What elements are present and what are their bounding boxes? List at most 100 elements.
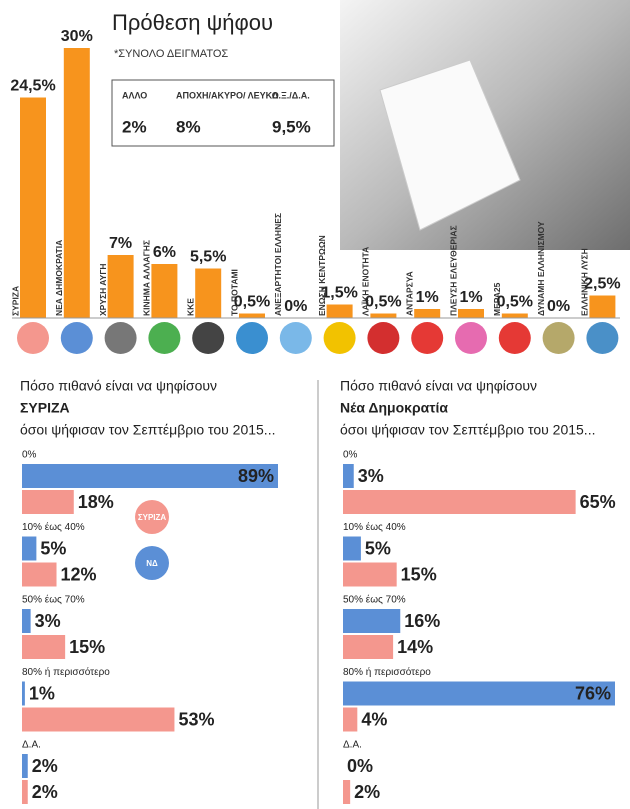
title-party: Νέα Δημοκρατία — [340, 400, 448, 416]
box-label: ΑΠΟΧΗ/ΑΚΥΡΟ/ ΛΕΥΚΟ — [176, 90, 279, 100]
category-label: 50% έως 70% — [343, 594, 406, 606]
category-label: ΚΙΝΗΜΑ ΑΛΛΑΓΗΣ — [142, 240, 152, 316]
value-label: 24,5% — [10, 78, 55, 95]
value-label: 30% — [61, 28, 93, 45]
party-logo — [104, 322, 137, 354]
party-logo — [17, 322, 49, 354]
bar — [22, 780, 28, 804]
party-logo — [455, 322, 487, 354]
category-label: ΧΡΥΣΗ ΑΥΓΗ — [98, 263, 108, 316]
bar — [458, 309, 484, 318]
bar — [22, 707, 175, 732]
bar — [343, 707, 358, 732]
value-label: 0% — [284, 298, 307, 315]
bar — [195, 268, 222, 318]
bar — [239, 313, 265, 318]
value-label: 1% — [29, 683, 55, 703]
category-label: ΔΥΝΑΜΗ ΕΛΛΗΝΙΣΜΟΥ — [536, 221, 546, 316]
category-label: 50% έως 70% — [22, 594, 85, 606]
bar — [343, 681, 615, 706]
category-label: ΠΛΕΥΣΗ ΕΛΕΥΘΕΡΙΑΣ — [448, 225, 458, 316]
bar — [343, 635, 394, 659]
title: Πόσο πιθανό είναι να ψηφίσουν — [20, 378, 217, 394]
value-label: 89% — [238, 466, 274, 486]
value-label: 3% — [358, 466, 384, 486]
bar — [107, 255, 134, 318]
bar — [501, 313, 528, 318]
party-logo — [148, 322, 181, 354]
party-logo — [586, 322, 619, 354]
title-party: ΣΥΡΙΖΑ — [20, 400, 70, 416]
legend-label: ΣΥΡΙΖΑ — [138, 513, 167, 522]
bar — [22, 464, 278, 488]
value-label: 16% — [404, 611, 440, 631]
category-label: ΤΟ ΠΟΤΑΜΙ — [229, 269, 239, 316]
value-label: 0,5% — [497, 294, 533, 311]
title: όσοι ψήφισαν τον Σεπτέμβριο του 2015... — [340, 422, 595, 438]
category-label: 10% έως 40% — [22, 521, 85, 533]
bar — [22, 754, 28, 778]
bar — [63, 48, 90, 318]
bar — [22, 536, 37, 561]
box-value: 2% — [122, 117, 147, 136]
value-label: 4% — [361, 709, 387, 729]
category-label: ΕΛΛΗΝΙΚΗ ΛΥΣΗ — [580, 248, 590, 316]
legend-icon — [135, 500, 169, 534]
category-label: ΣΥΡΙΖΑ — [10, 286, 20, 316]
party-logo — [498, 322, 531, 354]
category-label: 80% ή περισσότερο — [22, 666, 110, 678]
category-label: ΕΝΩΣΗ ΚΕΝΤΡΩΩΝ — [317, 235, 327, 316]
bar — [343, 536, 361, 561]
party-logo — [192, 322, 225, 354]
category-label: ΑΝΕΞΑΡΤΗΤΟΙ ΕΛΛΗΝΕΣ — [273, 213, 283, 316]
bar — [151, 264, 178, 318]
value-label: 1% — [459, 289, 482, 306]
value-label: 0,5% — [234, 294, 270, 311]
value-label: 12% — [61, 564, 97, 584]
box-value: 8% — [176, 117, 201, 136]
category-label: ΛΑΪΚΗ ΕΝΟΤΗΤΑ — [361, 247, 371, 316]
value-label: 3% — [35, 611, 61, 631]
value-label: 0,5% — [365, 294, 401, 311]
value-label: 0% — [547, 298, 570, 315]
bar — [414, 309, 441, 318]
bar — [370, 313, 397, 318]
bar — [343, 780, 351, 804]
title: όσοι ψήφισαν τον Σεπτέμβριο του 2015... — [20, 422, 275, 438]
box-value: 9,5% — [272, 117, 311, 136]
party-logo — [323, 322, 356, 354]
value-label: 2,5% — [584, 276, 620, 293]
category-label: 80% ή περισσότερο — [343, 666, 431, 678]
value-label: 5% — [40, 538, 66, 558]
bar — [22, 490, 74, 514]
category-label: ΝΕΑ ΔΗΜΟΚΡΑΤΙΑ — [54, 240, 64, 316]
bar — [589, 295, 616, 318]
bar — [326, 304, 353, 318]
box-label: Δ.Ξ./Δ.Α. — [272, 90, 310, 100]
category-label: 0% — [343, 450, 358, 461]
category-label: Δ.Α. — [343, 740, 362, 751]
party-logo — [236, 322, 268, 354]
legend-label: ΝΔ — [146, 559, 158, 568]
category-label: 0% — [22, 450, 37, 461]
value-label: 5% — [365, 538, 391, 558]
bar — [343, 562, 397, 587]
bar — [343, 464, 354, 488]
title: Πρόθεση ψήφου — [112, 10, 273, 35]
value-label: 2% — [354, 782, 380, 802]
bar — [22, 609, 31, 633]
box-label: ΑΛΛΟ — [122, 90, 147, 100]
title: Πόσο πιθανό είναι να ψηφίσουν — [340, 378, 537, 394]
bar — [20, 97, 46, 318]
party-logo — [542, 322, 575, 354]
category-label: 10% έως 40% — [343, 521, 406, 533]
bar — [343, 609, 401, 633]
category-label: ΚΚΕ — [185, 298, 195, 316]
value-label: 1,5% — [321, 285, 357, 302]
value-label: 6% — [153, 244, 176, 261]
value-label: 2% — [32, 782, 58, 802]
value-label: 7% — [109, 235, 132, 252]
value-label: 2% — [32, 756, 58, 776]
bar — [343, 490, 576, 514]
